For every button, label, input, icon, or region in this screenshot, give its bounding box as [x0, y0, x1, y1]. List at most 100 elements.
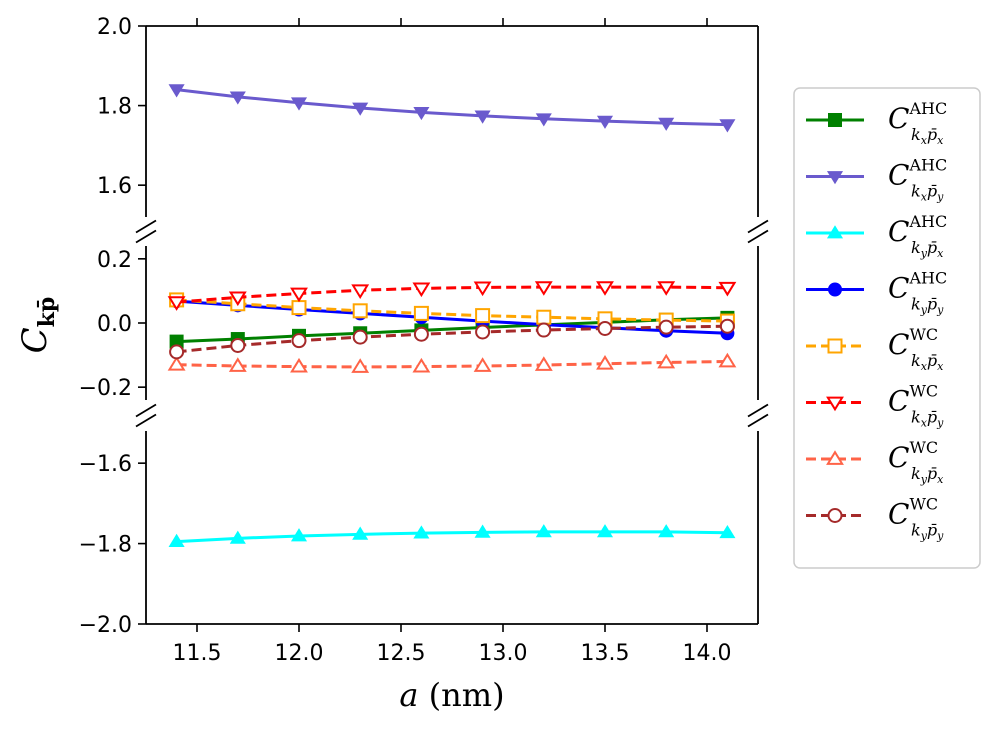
axis-break-mark [747, 413, 769, 428]
data-point [657, 281, 676, 296]
axis-break-mark [747, 229, 769, 244]
data-point [658, 524, 675, 538]
data-point [412, 282, 431, 298]
legend-label: CAHC kyp̄x [888, 212, 947, 260]
data-point [718, 352, 737, 368]
legend-entry: CWC kyp̄y [806, 495, 944, 543]
axis-break-mark [135, 219, 157, 234]
legend-label: CWC kxp̄x [888, 325, 944, 373]
data-point [352, 102, 369, 116]
legend-label: CWC kyp̄x [888, 438, 944, 486]
data-point [168, 533, 185, 547]
y-tick-label: 0.2 [97, 248, 132, 273]
legend-frame [793, 87, 981, 569]
axis-break-mark [747, 403, 769, 418]
legend-entry: CAHC kyp̄y [806, 269, 947, 317]
data-point [597, 320, 613, 336]
legend-entry: CWC kyp̄x [806, 438, 944, 486]
data-point [828, 113, 842, 127]
data-point [827, 508, 843, 523]
series-line [176, 88, 728, 127]
data-point [290, 97, 308, 111]
data-point [536, 322, 552, 338]
legend: CAHC kxp̄x CAHC kxp̄y CAHC kyp̄x CAHC kyp̄y CWC k… [793, 87, 981, 569]
data-point [596, 115, 614, 129]
series-line [176, 298, 728, 323]
data-point [826, 396, 844, 412]
axis-break-mark [747, 219, 769, 234]
series-line [176, 360, 728, 369]
legend-entry: CAHC kyp̄x [806, 212, 947, 260]
data-point [168, 84, 185, 98]
series-wc-ky-px [167, 352, 737, 373]
series-wc-kx-px [169, 292, 735, 329]
x-tick-label: 13.0 [479, 641, 528, 666]
series-ahc-ky-px [168, 524, 736, 547]
y-tick-label: 1.8 [97, 95, 132, 120]
data-point [535, 524, 552, 538]
legend-label: CAHC kyp̄y [888, 269, 947, 317]
data-point [167, 355, 186, 371]
data-point [534, 281, 553, 296]
data-point [290, 528, 308, 542]
data-point [535, 113, 552, 127]
axis-break-mark [135, 229, 157, 244]
data-point [826, 225, 844, 239]
x-tick-label: 14.0 [683, 641, 732, 666]
y-tick-label: −0.2 [79, 376, 132, 401]
legend-label: CAHC kxp̄y [888, 156, 947, 204]
data-point [228, 291, 247, 307]
data-point [413, 525, 430, 539]
x-tick-label: 12.5 [377, 641, 426, 666]
data-point [290, 357, 308, 373]
axis-break-mark [135, 403, 157, 418]
y-tick-label: −2.0 [79, 613, 132, 638]
legend-entry: CAHC kxp̄y [806, 156, 947, 204]
legend-entry: CAHC kxp̄x [806, 99, 947, 147]
data-point [352, 329, 368, 345]
data-point [475, 308, 491, 324]
data-point [351, 358, 370, 373]
legend-label: CWC kyp̄y [888, 495, 944, 543]
series-line [176, 324, 728, 354]
data-point [826, 171, 844, 185]
data-point [352, 526, 369, 540]
data-point [228, 357, 247, 372]
data-point [474, 524, 491, 538]
data-point [229, 91, 246, 105]
data-point [828, 282, 842, 297]
data-point [658, 319, 674, 335]
data-point [229, 530, 246, 544]
x-tick-label: 11.5 [173, 641, 222, 666]
svg-text:Ckp̄: Ckp̄ [15, 297, 60, 354]
data-point [534, 356, 553, 371]
series-ahc-kx-py [168, 84, 736, 133]
data-point [596, 524, 614, 538]
axis-break-mark [135, 413, 157, 428]
data-point [291, 333, 307, 349]
y-tick-label: −1.6 [79, 452, 132, 477]
y-tick-label: −1.8 [79, 533, 132, 558]
data-point [657, 353, 676, 369]
data-point [475, 324, 491, 340]
data-point [718, 281, 737, 297]
data-point [169, 344, 185, 360]
data-point [826, 450, 844, 465]
legend-label: CAHC kxp̄x [888, 99, 947, 147]
data-point [413, 305, 429, 321]
series-line [176, 530, 728, 544]
series-line [176, 285, 728, 304]
data-point [658, 117, 675, 131]
data-point [474, 110, 491, 124]
y-axis-label: Ckp̄ [15, 297, 60, 354]
data-point [473, 281, 492, 297]
data-point [827, 338, 843, 354]
data-point [719, 119, 736, 133]
axes: 1.6 1.8 2.0 −0.2 0.0 0.2 −2.0 −1.8 −1.6 11.5 12.0 1… [15, 15, 769, 714]
y-tick-label: 2.0 [97, 15, 132, 40]
series-wc-kx-py [167, 281, 737, 311]
y-tick-label: 1.6 [97, 174, 132, 199]
data-point [413, 326, 429, 342]
data-point [230, 337, 246, 353]
